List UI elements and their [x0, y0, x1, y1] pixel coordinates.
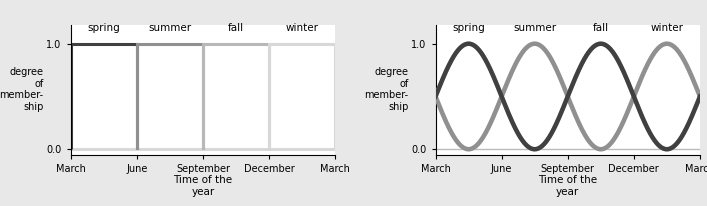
Y-axis label: degree
of
member-
ship: degree of member- ship: [0, 67, 44, 112]
Text: summer: summer: [513, 23, 556, 33]
X-axis label: Time of the
year: Time of the year: [538, 175, 597, 197]
Text: spring: spring: [88, 23, 120, 33]
Text: winter: winter: [650, 23, 684, 33]
Y-axis label: degree
of
member-
ship: degree of member- ship: [364, 67, 409, 112]
X-axis label: Time of the
year: Time of the year: [173, 175, 233, 197]
Text: summer: summer: [148, 23, 192, 33]
Text: fall: fall: [592, 23, 609, 33]
Text: fall: fall: [228, 23, 244, 33]
Text: spring: spring: [452, 23, 485, 33]
Text: winter: winter: [286, 23, 319, 33]
